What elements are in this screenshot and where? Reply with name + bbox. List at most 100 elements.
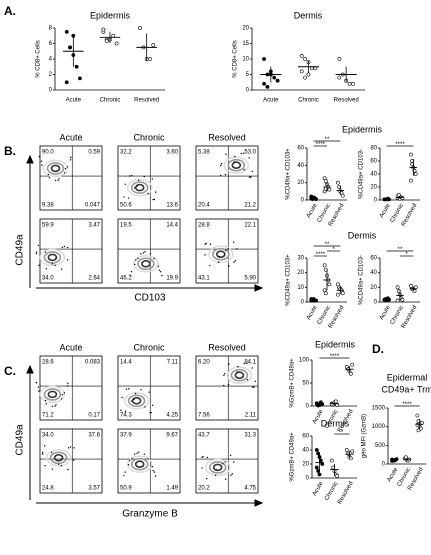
- data-point: [262, 81, 266, 86]
- y-tick-label: 60: [297, 146, 304, 152]
- event-dot: [61, 246, 64, 249]
- quadrant-value: 71.2: [42, 413, 54, 419]
- event-dot: [60, 398, 63, 400]
- significance-label: ****: [316, 252, 326, 258]
- event-dot: [223, 384, 225, 387]
- y-tick-label: 0: [382, 462, 386, 468]
- data-point: [329, 458, 334, 463]
- event-dot: [147, 458, 149, 460]
- event-dot: [144, 251, 146, 253]
- event-dot: [217, 261, 220, 263]
- data-point: [396, 192, 401, 197]
- quadrant-value: 6.20: [198, 360, 210, 366]
- contour: [212, 247, 230, 261]
- data-point: [138, 26, 142, 30]
- panel-label: A.: [4, 4, 16, 18]
- contour: [133, 254, 159, 273]
- event-dot: [61, 457, 63, 460]
- event-dot: [129, 274, 131, 276]
- data-point: [323, 291, 328, 296]
- event-dot: [130, 400, 133, 402]
- event-dot: [63, 245, 66, 248]
- data-point: [265, 85, 270, 89]
- event-dot: [150, 411, 153, 414]
- axis-arrows: [26, 154, 264, 507]
- event-dot: [159, 271, 162, 273]
- event-dot: [248, 176, 251, 178]
- data-point: [317, 472, 322, 477]
- y-tick-label: 60: [302, 434, 309, 440]
- significance-label: **: [325, 242, 330, 248]
- event-dot: [41, 164, 43, 166]
- data-point: [395, 298, 400, 303]
- event-dot: [60, 465, 62, 467]
- y-axis-label: %GzmB+ CD49a+: [290, 358, 296, 408]
- data-point: [347, 81, 352, 86]
- quadrant-value: 3.47: [88, 223, 100, 229]
- quadrant-value: 19.5: [120, 223, 132, 229]
- event-dot: [234, 259, 237, 262]
- arrowhead: [26, 154, 34, 164]
- contour: [216, 250, 226, 258]
- contour: [53, 453, 64, 462]
- event-dot: [224, 461, 226, 463]
- y-tick-label: 30: [297, 256, 304, 262]
- event-dot: [123, 196, 125, 198]
- event-dot: [64, 172, 66, 174]
- event-dot: [57, 463, 60, 465]
- column-header: Chronic: [133, 132, 165, 142]
- event-dot: [154, 475, 157, 477]
- event-dot: [142, 252, 145, 254]
- event-dot: [220, 164, 222, 167]
- event-dot: [158, 269, 161, 271]
- event-dot: [157, 265, 160, 267]
- y-axis-label: CD49a: [15, 424, 26, 456]
- event-dot: [55, 257, 57, 259]
- contour: [223, 156, 250, 174]
- data-point: [303, 75, 308, 80]
- event-dot: [219, 174, 222, 177]
- x-tick-label: Acute: [379, 304, 392, 321]
- event-dot: [51, 405, 54, 408]
- event-dot: [140, 389, 142, 391]
- event-dot: [250, 176, 252, 178]
- event-dot: [35, 381, 38, 384]
- contour: [42, 159, 69, 178]
- y-tick-label: 10: [242, 57, 249, 63]
- arrowhead: [254, 499, 264, 507]
- event-dot: [67, 382, 69, 385]
- event-dot: [236, 371, 238, 373]
- event-dot: [202, 455, 204, 458]
- data-point: [336, 292, 340, 297]
- y-tick-label: 10: [297, 285, 304, 291]
- y-tick-label: 0: [374, 300, 378, 306]
- y-tick-label: 2: [49, 72, 53, 78]
- column-header: Acute: [59, 342, 82, 352]
- y-tick-label: 5: [246, 72, 250, 78]
- y-tick-label: 60: [370, 159, 377, 165]
- flow-plot: [195, 145, 259, 211]
- event-dot: [67, 447, 70, 449]
- data-point: [337, 75, 342, 80]
- event-dot: [227, 383, 230, 386]
- contour: [45, 448, 72, 467]
- data-point: [415, 413, 420, 418]
- event-dot: [232, 241, 235, 243]
- event-dot: [206, 478, 208, 480]
- y-tick-label: 0: [306, 476, 310, 482]
- event-dot: [134, 392, 137, 395]
- quadrant-value: 0.083: [85, 360, 101, 366]
- y-tick-label: 40: [370, 172, 377, 178]
- data-point: [333, 399, 338, 404]
- flow-plot: [117, 218, 181, 284]
- y-axis-label: %CD49a+ CD103-: [359, 149, 365, 199]
- event-dot: [69, 446, 72, 448]
- contour: [226, 366, 253, 385]
- event-dot: [41, 451, 44, 454]
- event-dot: [58, 178, 60, 180]
- event-dot: [143, 453, 145, 455]
- data-point: [262, 57, 266, 61]
- quadrant-value: 2.11: [245, 413, 257, 419]
- y-axis-label: %CD49a+ CD103+: [286, 254, 292, 306]
- data-point: [275, 78, 280, 83]
